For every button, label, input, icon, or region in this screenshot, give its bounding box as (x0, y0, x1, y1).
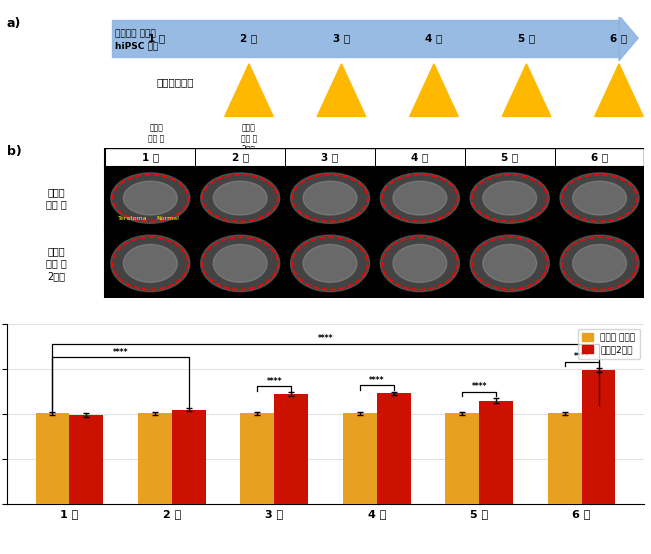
Polygon shape (595, 64, 643, 116)
Polygon shape (409, 64, 458, 116)
Ellipse shape (560, 235, 639, 292)
Text: ****: **** (471, 382, 487, 391)
Ellipse shape (573, 181, 626, 215)
Text: 1 주: 1 주 (142, 152, 159, 162)
Text: 마우스의 고환에: 마우스의 고환에 (115, 29, 156, 38)
Ellipse shape (560, 173, 639, 223)
Bar (343, 413, 377, 504)
Ellipse shape (214, 244, 267, 283)
Text: 3 주: 3 주 (333, 33, 350, 43)
Polygon shape (619, 16, 638, 61)
Text: 1 주: 1 주 (148, 33, 165, 43)
Text: 4 주: 4 주 (425, 33, 443, 43)
Polygon shape (105, 167, 644, 298)
Text: ****: **** (318, 335, 333, 343)
Bar (274, 394, 308, 504)
Ellipse shape (201, 173, 280, 223)
Ellipse shape (470, 235, 549, 292)
Ellipse shape (470, 173, 549, 223)
Bar (582, 370, 615, 504)
Ellipse shape (483, 244, 536, 283)
Text: 2 주: 2 주 (240, 33, 258, 43)
Text: a): a) (7, 17, 21, 29)
Ellipse shape (111, 235, 190, 292)
Polygon shape (317, 64, 366, 116)
Bar (138, 413, 172, 504)
Bar (240, 413, 274, 504)
Text: 4 주: 4 주 (411, 152, 428, 162)
Text: 조영제
주사 전: 조영제 주사 전 (148, 124, 165, 143)
Bar (479, 401, 513, 504)
Ellipse shape (124, 181, 177, 215)
Text: 6 주: 6 주 (611, 33, 628, 43)
Text: 5 주: 5 주 (518, 33, 535, 43)
Ellipse shape (303, 244, 357, 283)
Polygon shape (112, 20, 619, 57)
Text: Normal: Normal (157, 216, 180, 221)
Polygon shape (225, 64, 273, 116)
Ellipse shape (111, 173, 190, 223)
Bar (69, 415, 103, 504)
Text: ****: **** (266, 377, 282, 386)
Bar (172, 409, 206, 504)
Text: hiPSC 이식: hiPSC 이식 (115, 41, 158, 50)
Bar (548, 413, 582, 504)
Ellipse shape (201, 235, 280, 292)
Text: 6 주: 6 주 (591, 152, 608, 162)
Text: ****: **** (574, 352, 589, 361)
Ellipse shape (393, 244, 447, 283)
Ellipse shape (380, 173, 460, 223)
Text: 조영제
주사 후
2시간: 조영제 주사 후 2시간 (46, 246, 66, 281)
Bar (36, 413, 69, 504)
Bar (445, 413, 479, 504)
Ellipse shape (214, 181, 267, 215)
Text: 조영제
주사 후
2시간: 조영제 주사 후 2시간 (241, 124, 257, 153)
Polygon shape (105, 148, 644, 167)
Text: ****: **** (113, 348, 128, 357)
Ellipse shape (124, 244, 177, 283)
Legend: 조영제 주사전, 주사후2시간: 조영제 주사전, 주사후2시간 (578, 329, 640, 358)
Text: 자기공명영상: 자기공명영상 (156, 77, 194, 87)
Text: ****: **** (369, 376, 385, 385)
Ellipse shape (573, 244, 626, 283)
Bar (377, 393, 411, 504)
Text: 5 주: 5 주 (501, 152, 518, 162)
Text: 2 주: 2 주 (232, 152, 249, 162)
Text: 조영제
주사 전: 조영제 주사 전 (46, 187, 66, 209)
Text: 3 주: 3 주 (322, 152, 339, 162)
Ellipse shape (290, 173, 370, 223)
Ellipse shape (303, 181, 357, 215)
Text: Teratoma: Teratoma (118, 216, 148, 221)
Ellipse shape (483, 181, 536, 215)
Text: b): b) (7, 145, 21, 158)
Polygon shape (502, 64, 551, 116)
Ellipse shape (393, 181, 447, 215)
Ellipse shape (290, 235, 370, 292)
Ellipse shape (380, 235, 460, 292)
